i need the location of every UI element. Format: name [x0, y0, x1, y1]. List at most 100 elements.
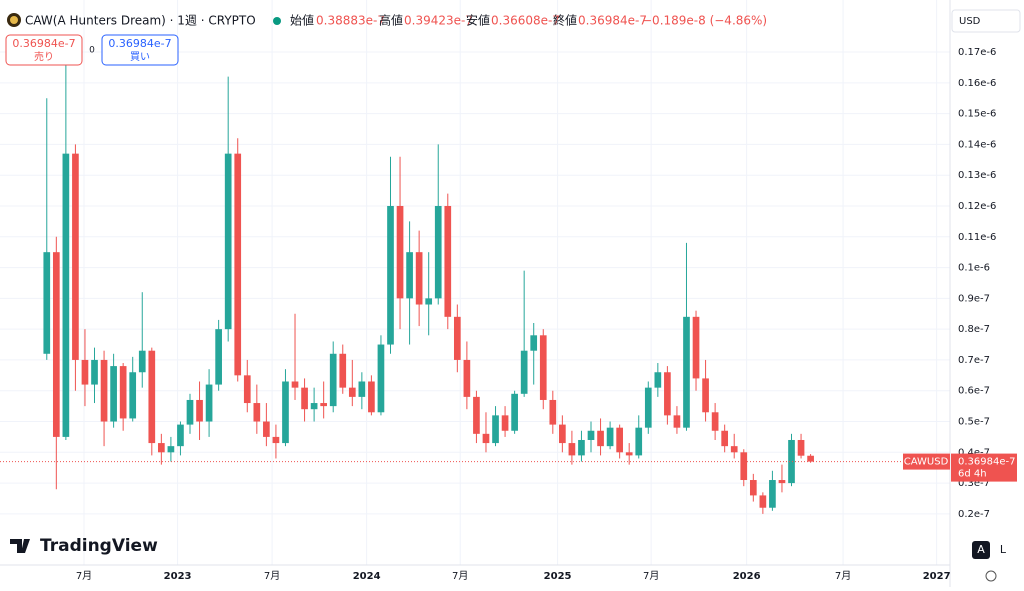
candle-body: [769, 480, 776, 508]
currency: USD: [959, 16, 981, 27]
candle-body: [702, 378, 709, 413]
candle-body: [329, 353, 337, 407]
candle-body: [482, 433, 490, 444]
y-tick-label: 0.9e-7: [958, 293, 990, 304]
settings-icon[interactable]: [985, 570, 997, 582]
logo-text: TradingView: [40, 536, 158, 556]
candle-body: [549, 399, 557, 425]
close-label: 終値: [553, 13, 577, 28]
candle-body: [129, 372, 137, 419]
price-tag-countdown: 6d 4h: [958, 469, 987, 480]
candle-body: [444, 205, 452, 317]
candle-body: [253, 403, 261, 422]
y-tick-label: 0.12e-6: [958, 201, 996, 212]
buy-label: 買い: [130, 51, 150, 63]
x-tick-label: 2024: [353, 571, 381, 582]
y-tick-label: 0.5e-7: [958, 417, 990, 428]
y-tick-label: 0.8e-7: [958, 324, 990, 335]
sell-label: 売り: [34, 50, 54, 63]
y-tick-label: 0.1e-6: [958, 263, 990, 274]
symbol-icon: [10, 16, 18, 24]
candle-body: [406, 252, 413, 299]
logo-mark: [10, 539, 30, 553]
candle-body: [578, 439, 585, 456]
y-tick-label: 0.6e-7: [958, 386, 990, 397]
candle-body: [368, 381, 375, 413]
candle-body: [587, 430, 595, 440]
candle-body: [788, 439, 795, 484]
x-tick-label: 7月: [643, 570, 659, 582]
candle-body: [664, 372, 671, 416]
candle-body: [434, 205, 442, 299]
x-tick-label: 2023: [164, 571, 192, 582]
candle-body: [807, 455, 814, 462]
candle-body: [721, 430, 729, 447]
candle-body: [463, 359, 471, 397]
candle-body: [282, 381, 289, 444]
candle-body: [224, 153, 232, 330]
candle-body: [377, 344, 385, 413]
candle-body: [530, 335, 538, 351]
auto-scale-label: A: [977, 543, 985, 556]
candle-body: [234, 153, 242, 376]
candle-body: [158, 443, 165, 453]
change-value: −0.189e-8 (−4.86%): [642, 14, 767, 28]
y-tick-label: 0.7e-7: [958, 355, 990, 366]
sell-button[interactable]: [5, 34, 83, 66]
candle-body: [501, 415, 509, 431]
candle-body: [358, 381, 366, 397]
candle-body: [320, 403, 328, 407]
candle-body: [110, 366, 117, 422]
candle-body: [453, 316, 461, 360]
candle-body: [559, 424, 566, 444]
y-tick-label: 0.2e-7: [958, 509, 990, 520]
auto-scale-button[interactable]: [972, 541, 990, 559]
candle-body: [186, 399, 194, 425]
candle-body: [749, 480, 757, 496]
candle-body: [797, 439, 805, 456]
price-tag: [951, 453, 1017, 482]
candle-body: [778, 480, 786, 484]
spread: 0: [89, 46, 95, 56]
candle-body: [759, 495, 767, 508]
buy-button[interactable]: [101, 34, 179, 66]
y-tick-label: 0.14e-6: [958, 139, 996, 150]
candle-body: [100, 359, 108, 422]
candle-body: [683, 316, 690, 428]
log-scale-label[interactable]: L: [1000, 543, 1007, 556]
market-status: [273, 17, 281, 25]
candle-body: [644, 387, 652, 428]
symbol-name[interactable]: CAW(A Hunters Dream) · 1週 · CRYPTO: [25, 14, 256, 28]
buy-price: 0.36984e-7: [108, 37, 171, 50]
price-tag-value: 0.36984e-7: [958, 457, 1015, 468]
candle-body: [119, 366, 127, 419]
candle-body: [243, 375, 251, 404]
x-tick-label: 2026: [733, 571, 761, 582]
close-value: 0.36984e-7: [578, 14, 647, 28]
y-tick-label: 0.11e-6: [958, 232, 996, 243]
x-tick-label: 7月: [76, 570, 92, 582]
x-tick-label: 2027: [923, 571, 951, 582]
candle-body: [177, 424, 184, 447]
candle-body: [72, 153, 79, 360]
high-label: 高値: [379, 13, 403, 28]
y-tick-label: 0.17e-6: [958, 47, 996, 58]
low-value: 0.36608e-7: [491, 14, 560, 28]
candle-body: [310, 403, 318, 410]
candle-body: [291, 381, 299, 388]
candle-body: [654, 372, 662, 388]
candle-body: [568, 443, 576, 456]
candle-body: [62, 153, 70, 437]
y-tick-label: 0.13e-6: [958, 170, 996, 181]
candle-body: [138, 350, 146, 373]
symbol-tag-label: CAWUSD: [904, 457, 949, 468]
y-tick-label: 0.4e-7: [958, 447, 990, 458]
open-label: 始値: [290, 13, 314, 28]
high-value: 0.39423e-7: [404, 14, 473, 28]
candle-body: [730, 446, 738, 453]
candle-body: [52, 252, 60, 437]
candle-body: [167, 446, 175, 453]
candle-body: [606, 427, 614, 447]
candle-body: [473, 396, 480, 434]
currency-select[interactable]: [951, 9, 1021, 33]
